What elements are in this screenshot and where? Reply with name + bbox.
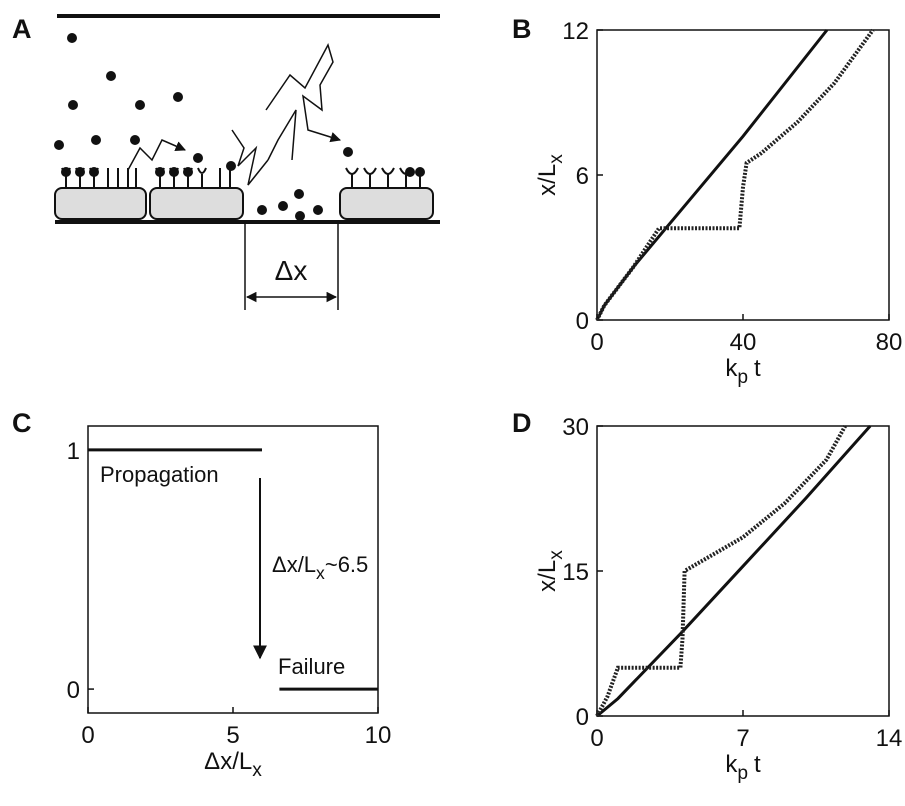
gap-label: Δx bbox=[275, 255, 308, 286]
x-tick-label: 5 bbox=[226, 722, 239, 749]
y-tick-label: 0 bbox=[67, 677, 80, 704]
x-axis-label: kp t bbox=[725, 355, 761, 388]
y-tick-label: 15 bbox=[562, 559, 589, 586]
text-part: ~6.5 bbox=[325, 552, 368, 577]
annotation: Failure bbox=[278, 654, 345, 679]
panel-label: B bbox=[512, 14, 532, 44]
text-part: t bbox=[754, 751, 761, 778]
text-part: k bbox=[725, 355, 738, 382]
text-part: x/L bbox=[534, 164, 561, 196]
plot-frame bbox=[596, 425, 890, 717]
gap-marker bbox=[244, 222, 339, 310]
text-part: Δx/L bbox=[272, 552, 316, 577]
panel: B 0 40 80 0 6 12 kp t x/Lx bbox=[512, 14, 902, 388]
series-line bbox=[595, 425, 847, 717]
series-line bbox=[595, 28, 875, 321]
panel: D 0 7 14 0 15 30 kp t x/Lx bbox=[512, 408, 902, 784]
text-part: x bbox=[316, 563, 325, 583]
diffusion-paths bbox=[127, 43, 342, 186]
y-tick-label: 30 bbox=[562, 414, 589, 441]
text-part: p bbox=[737, 367, 748, 388]
y-axis-label: x/Lx bbox=[534, 550, 567, 592]
text-part: x/L bbox=[534, 560, 561, 592]
x-tick-label: 10 bbox=[365, 722, 392, 749]
x-tick-label: 40 bbox=[730, 329, 757, 356]
panel-a: A bbox=[12, 14, 440, 310]
x-tick-label: 80 bbox=[876, 329, 903, 356]
panel-label: C bbox=[12, 408, 32, 438]
text-part: t bbox=[754, 355, 761, 382]
series-line bbox=[595, 29, 829, 321]
series-line bbox=[596, 425, 872, 718]
ligands bbox=[54, 33, 425, 221]
cells bbox=[54, 187, 434, 220]
annotation: Δx/Lx~6.5 bbox=[272, 552, 368, 583]
text-part: p bbox=[737, 763, 748, 784]
y-tick-label: 6 bbox=[576, 163, 589, 190]
annotation: Propagation bbox=[100, 462, 219, 487]
text-part: x bbox=[546, 154, 567, 164]
text-part: Δx/L bbox=[204, 748, 252, 775]
text-part: x bbox=[546, 550, 567, 560]
y-tick-label: 1 bbox=[67, 438, 80, 465]
y-tick-label: 12 bbox=[562, 18, 589, 45]
x-tick-label: 0 bbox=[590, 329, 603, 356]
y-tick-label: 0 bbox=[576, 704, 589, 731]
panel-label: A bbox=[12, 14, 32, 44]
text-part: x bbox=[252, 760, 262, 781]
x-tick-label: 14 bbox=[876, 725, 903, 752]
y-axis-label: x/Lx bbox=[534, 154, 567, 196]
receptors bbox=[61, 167, 421, 188]
x-tick-label: 7 bbox=[736, 725, 749, 752]
plot-frame bbox=[596, 29, 890, 321]
x-tick-label: 0 bbox=[81, 722, 94, 749]
x-axis-label: kp t bbox=[725, 751, 761, 784]
x-axis-label: Δx/Lx bbox=[204, 748, 262, 781]
y-tick-label: 0 bbox=[576, 308, 589, 335]
panel-label: D bbox=[512, 408, 532, 438]
text-part: k bbox=[725, 751, 738, 778]
x-tick-label: 0 bbox=[590, 725, 603, 752]
